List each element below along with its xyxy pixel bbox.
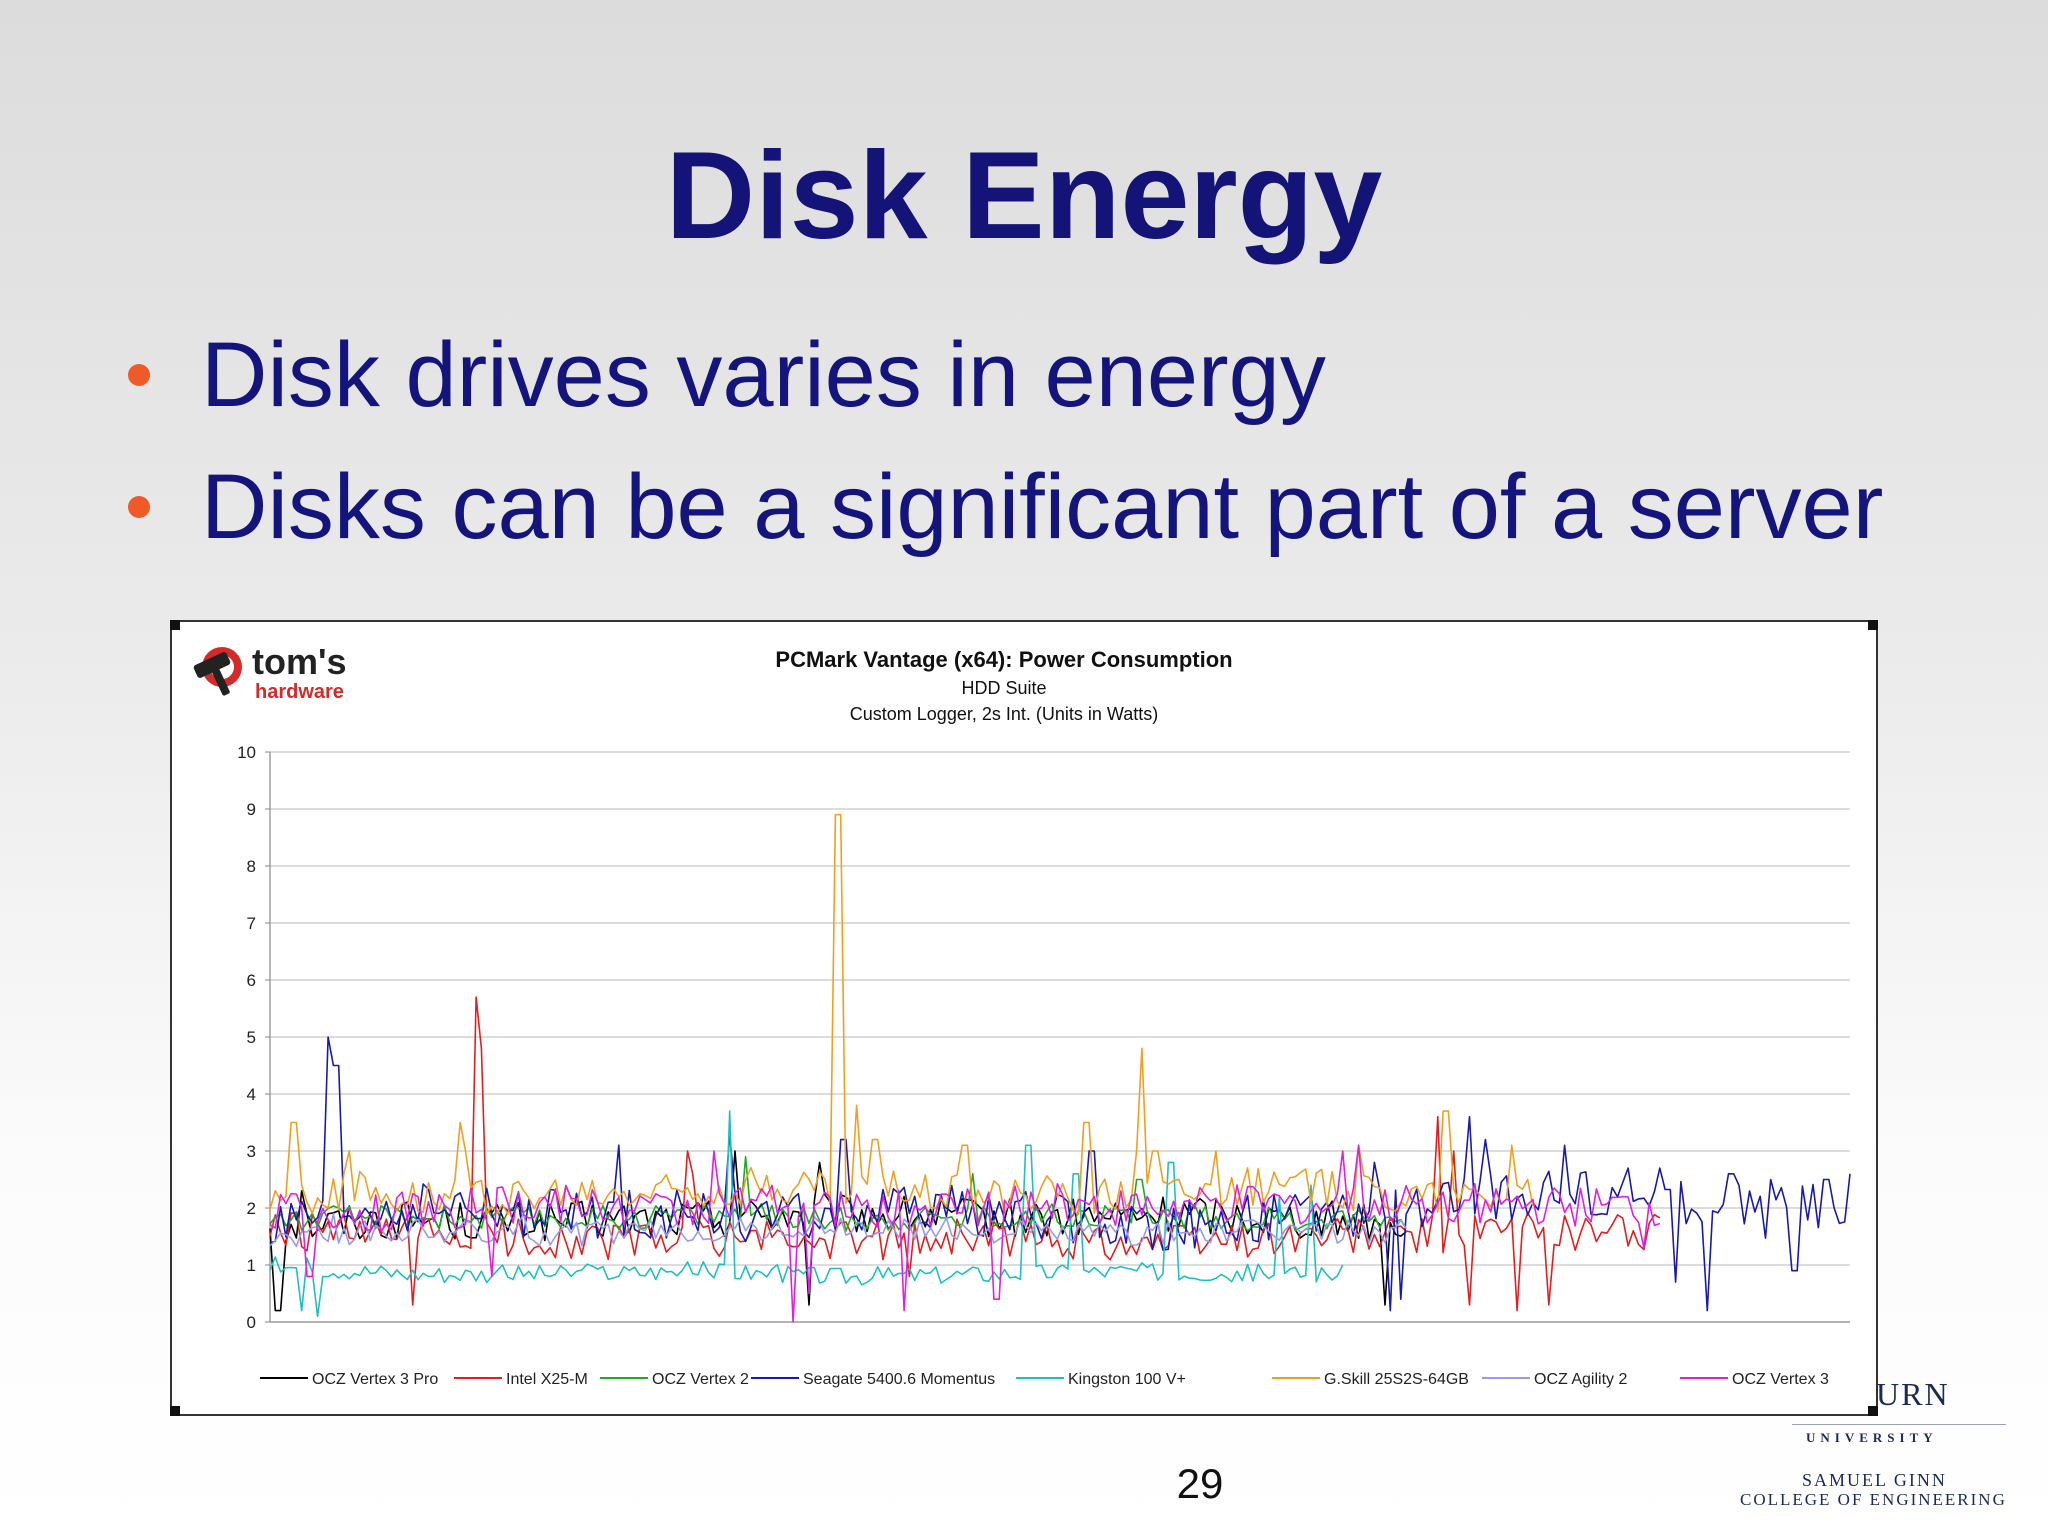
y-tick-label: 5 xyxy=(247,1028,256,1047)
legend-label: Kingston 100 V+ xyxy=(1068,1371,1186,1388)
logo-line2: COLLEGE OF ENGINEERING xyxy=(1740,1490,2007,1509)
hammer-icon xyxy=(193,647,242,696)
logo-brand-top: tom's xyxy=(252,641,347,682)
series-line xyxy=(269,1110,1344,1318)
logo-name: URN xyxy=(1876,1376,1950,1412)
y-tick-label: 4 xyxy=(247,1085,256,1104)
y-tick-label: 1 xyxy=(247,1256,256,1275)
logo-divider xyxy=(1792,1424,2006,1425)
y-tick-label: 2 xyxy=(247,1199,256,1218)
y-tick-label: 3 xyxy=(247,1142,256,1161)
logo-line1: SAMUEL GINN xyxy=(1802,1470,1947,1490)
logo-brand-bottom: hardware xyxy=(255,681,344,703)
bullet-item: Disks can be a significant part of a ser… xyxy=(120,452,1883,584)
legend-label: Seagate 5400.6 Momentus xyxy=(803,1371,995,1388)
legend-label: Intel X25-M xyxy=(506,1371,588,1388)
logo-university: UNIVERSITY xyxy=(1806,1430,1938,1445)
power-consumption-chart: tom's hardware PCMark Vantage (x64): Pow… xyxy=(193,641,1851,1388)
slide-title: Disk Energy xyxy=(665,127,1383,265)
series-line xyxy=(269,1144,1661,1323)
chart-subtitle: HDD Suite xyxy=(961,678,1046,698)
y-tick-label: 0 xyxy=(247,1313,256,1332)
legend-label: OCZ Vertex 3 Pro xyxy=(312,1371,438,1388)
legend-label: OCZ Vertex 2 xyxy=(652,1371,749,1388)
chart-axes xyxy=(269,752,1850,1323)
toms-hardware-logo: tom's hardware xyxy=(193,641,347,703)
bullet-dot-icon xyxy=(128,496,150,518)
bullet-item: Disk drives varies in energy xyxy=(120,320,1883,452)
panel-corner xyxy=(1868,620,1878,630)
y-tick-label: 10 xyxy=(237,743,256,762)
page-number: 29 xyxy=(1176,1460,1224,1507)
legend-label: OCZ Agility 2 xyxy=(1534,1371,1627,1388)
chart-panel: tom's hardware PCMark Vantage (x64): Pow… xyxy=(170,620,1878,1416)
legend-label: OCZ Vertex 3 xyxy=(1732,1371,1829,1388)
y-tick-label: 9 xyxy=(247,800,256,819)
chart-series xyxy=(269,813,1851,1323)
panel-corner xyxy=(170,1406,180,1416)
bullet-list: Disk drives varies in energy Disks can b… xyxy=(120,320,1883,584)
bullet-text: Disk drives varies in energy xyxy=(201,324,1326,426)
series-line xyxy=(269,1036,1851,1312)
chart-subtitle-2: Custom Logger, 2s Int. (Units in Watts) xyxy=(850,704,1158,724)
y-tick-label: 7 xyxy=(247,914,256,933)
y-tick-label: 6 xyxy=(247,971,256,990)
series-line xyxy=(269,813,1534,1216)
bullet-text: Disks can be a significant part of a ser… xyxy=(201,456,1884,558)
y-tick-label: 8 xyxy=(247,857,256,876)
chart-title: PCMark Vantage (x64): Power Consumption xyxy=(775,647,1232,672)
chart-legend: OCZ Vertex 3 Pro Intel X25-M OCZ Vertex 2 S… xyxy=(260,1371,1829,1388)
chart-grid xyxy=(270,751,1850,1323)
panel-corner xyxy=(170,620,180,630)
y-axis-ticks: 0 1 2 3 4 5 6 7 8 9 10 xyxy=(237,743,270,1332)
legend-label: G.Skill 25S2S-64GB xyxy=(1324,1371,1469,1388)
bullet-dot-icon xyxy=(128,364,150,386)
panel-corner xyxy=(1868,1406,1878,1416)
